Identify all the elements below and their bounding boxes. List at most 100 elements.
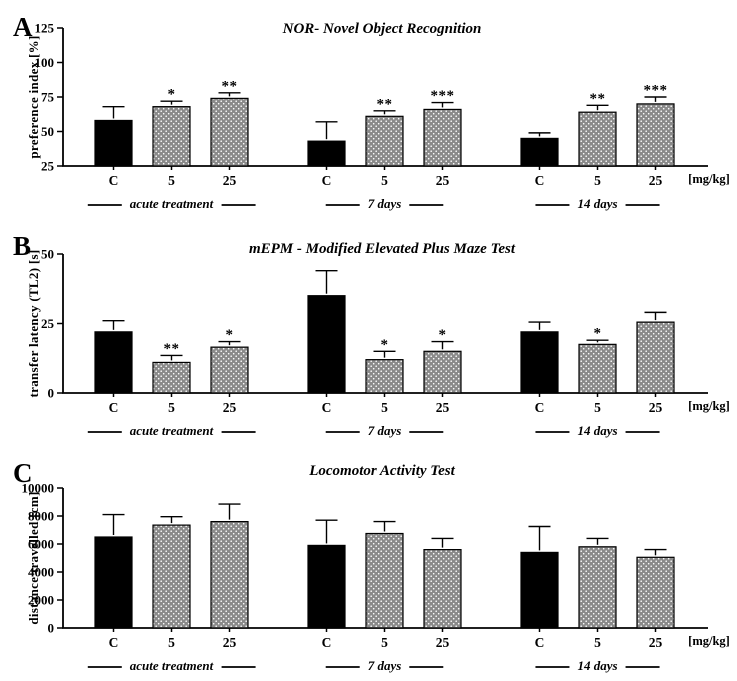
x-tick-label: 25 [436,173,450,188]
bar-a-14-days-5 [578,111,617,167]
dose-unit-label: [mg/kg] [688,399,730,413]
chart-title: NOR- Novel Object Recognition [282,21,482,37]
x-tick-label: 25 [436,400,450,415]
x-tick-label: 25 [223,635,237,650]
y-tick-label: 50 [41,247,54,262]
bar-b-7-days-25 [423,350,462,394]
y-tick-label: 0 [48,621,55,636]
bar-c-7-days-25 [423,548,462,629]
x-tick-label: 25 [223,173,237,188]
y-tick-label: 25 [41,159,55,174]
group-label: 14 days [577,196,617,211]
group-label: acute treatment [130,658,214,673]
panel-nor: A NOR- Novel Object Recognition preference… [0,0,737,225]
x-tick-label: 25 [649,173,663,188]
x-tick-label: 5 [381,400,388,415]
x-tick-label: 5 [381,635,388,650]
bar-b-14-days-C [520,331,559,394]
significance-stars: * [439,327,447,343]
group-label: 7 days [368,196,402,211]
panel-letter: B [13,231,31,261]
bar-a-7-days-25 [423,108,462,167]
x-tick-label: C [109,173,119,188]
significance-stars: ** [377,96,393,112]
significance-stars: ** [164,341,180,357]
y-tick-label: 125 [35,21,55,36]
x-tick-label: 5 [594,173,601,188]
x-tick-label: 5 [381,173,388,188]
chart-panel-c: C Locomotor Activity Test distance travell… [13,458,730,673]
x-tick-label: 5 [168,635,175,650]
y-axis-label: distance travelled [cm] [26,491,41,624]
dose-unit-label: [mg/kg] [688,634,730,648]
panel-letter: C [13,458,33,488]
bar-a-7-days-5 [365,115,404,167]
bar-a-acute-treatment-25 [210,97,249,167]
chart-title: mEPM - Modified Elevated Plus Maze Test [249,241,516,257]
group-label: 7 days [368,423,402,438]
x-tick-label: 5 [168,173,175,188]
significance-stars: * [168,87,176,103]
bar-a-14-days-25 [636,103,675,167]
x-tick-label: C [109,635,119,650]
y-axis-label: preference index [%] [26,35,41,158]
y-tick-label: 25 [41,316,55,331]
bar-a-7-days-C [307,140,346,167]
y-tick-label: 10000 [22,481,55,496]
bar-c-7-days-C [307,544,346,629]
x-tick-label: 5 [594,635,601,650]
bar-b-14-days-5 [578,343,617,394]
y-tick-label: 6000 [28,537,54,552]
x-tick-label: 25 [436,635,450,650]
bar-c-14-days-5 [578,546,617,629]
group-label: 14 days [577,658,617,673]
x-tick-label: 25 [223,400,237,415]
x-tick-label: C [322,173,332,188]
bar-b-7-days-C [307,295,346,394]
bar-a-acute-treatment-5 [152,106,191,167]
x-tick-label: 5 [594,400,601,415]
significance-stars: * [381,337,389,353]
bar-b-14-days-25 [636,321,675,394]
group-label: acute treatment [130,196,214,211]
group-label: 14 days [577,423,617,438]
panel-locomotor: C Locomotor Activity Test distance travell… [0,450,737,681]
bar-a-acute-treatment-C [94,119,133,167]
panel-letter: A [13,12,33,42]
bar-b-acute-treatment-5 [152,361,191,394]
significance-stars: * [594,326,602,342]
bar-b-acute-treatment-25 [210,346,249,394]
bar-c-acute-treatment-C [94,536,133,629]
y-tick-label: 100 [35,55,55,70]
significance-stars: * [226,327,234,343]
chart-panel-a: A NOR- Novel Object Recognition preference… [13,12,730,211]
bar-c-7-days-5 [365,532,404,629]
x-tick-label: 5 [168,400,175,415]
significance-stars: *** [644,83,668,99]
x-tick-label: C [535,400,545,415]
y-tick-label: 4000 [28,565,54,580]
y-tick-label: 8000 [28,509,54,524]
bar-c-acute-treatment-25 [210,520,249,629]
y-tick-label: 75 [41,90,55,105]
significance-stars: ** [222,78,238,94]
bar-c-acute-treatment-5 [152,524,191,629]
dose-unit-label: [mg/kg] [688,172,730,186]
x-tick-label: C [535,635,545,650]
y-tick-label: 2000 [28,593,54,608]
y-tick-label: 0 [48,386,55,401]
x-tick-label: C [535,173,545,188]
significance-stars: ** [590,91,606,107]
x-tick-label: 25 [649,635,663,650]
group-label: acute treatment [130,423,214,438]
y-axis-label: transfer latency (TL2) [s] [26,249,41,397]
group-label: 7 days [368,658,402,673]
x-tick-label: C [322,400,332,415]
bar-c-14-days-C [520,551,559,629]
x-tick-label: C [109,400,119,415]
bar-b-7-days-5 [365,359,404,394]
x-tick-label: 25 [649,400,663,415]
x-tick-label: C [322,635,332,650]
